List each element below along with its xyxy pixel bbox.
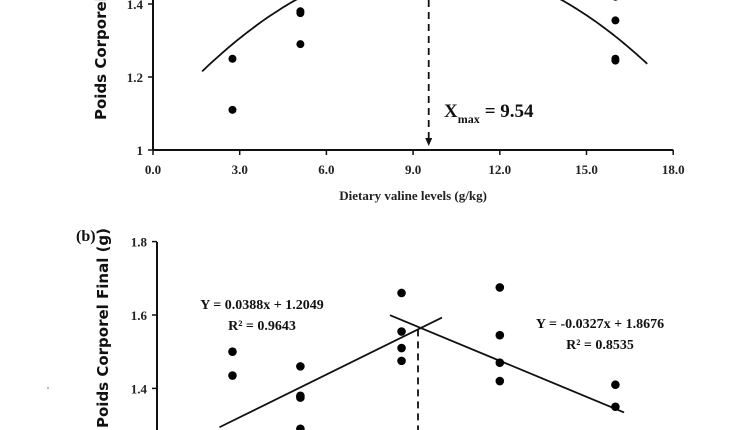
- data-point: [613, 0, 618, 1]
- fit-curve: [201, 0, 648, 73]
- y-tick-label: 1.4: [131, 381, 148, 396]
- regression-line: [389, 314, 625, 414]
- data-point: [228, 105, 237, 114]
- equation-right: Y = -0.0327x + 1.8676: [536, 317, 664, 332]
- stray-mark: [47, 387, 49, 389]
- data-point: [611, 402, 620, 412]
- x-tick-label: 18.0: [662, 162, 685, 177]
- data-point: [397, 327, 406, 336]
- data-point: [296, 40, 305, 49]
- x-tick-label: 6.0: [318, 162, 334, 177]
- r2-left: R² = 0.9643: [228, 319, 296, 334]
- data-point: [495, 376, 505, 386]
- panel-label-b: (b): [76, 228, 96, 245]
- data-point: [228, 371, 237, 380]
- xmax-annotation: Xmax = 9.54: [444, 101, 534, 126]
- y-tick-label: 1.6: [131, 308, 148, 323]
- x-tick-label: 12.0: [488, 162, 511, 177]
- data-point: [296, 393, 305, 402]
- data-point: [296, 9, 305, 18]
- data-point: [495, 283, 505, 292]
- r2-right: R² = 0.8535: [566, 338, 634, 353]
- y-tick-label: 1.8: [131, 235, 148, 250]
- data-point: [611, 380, 620, 390]
- data-point: [296, 424, 305, 430]
- y-axis-label: Poids Corporel Final (g): [94, 228, 112, 428]
- data-point: [495, 330, 505, 340]
- x-tick-label: 9.0: [405, 162, 421, 177]
- x-axis-label: Dietary valine levels (g/kg): [339, 188, 487, 203]
- data-point: [495, 358, 505, 368]
- data-point: [397, 343, 406, 353]
- regression-line: [219, 316, 443, 429]
- data-point: [228, 54, 237, 63]
- data-point: [397, 356, 406, 366]
- data-point: [611, 16, 620, 25]
- x-tick-label: 15.0: [575, 162, 598, 177]
- chart-a: 0.0 3.0 6.0 9.0 12.0 15.0 18.0 1 1.2 1.4 Dietary v…: [92, 0, 685, 203]
- x-tick-label: 0.0: [145, 162, 161, 177]
- y-tick-label: 1.4: [127, 0, 144, 12]
- y-axis-label: Poids Corporel Final (g): [92, 0, 110, 120]
- data-point: [228, 347, 237, 357]
- equation-left: Y = 0.0388x + 1.2049: [200, 298, 324, 313]
- data-point: [296, 362, 305, 371]
- x-tick-label: 3.0: [232, 162, 248, 177]
- data-point: [397, 288, 406, 298]
- chart-b: 1.8 1.6 1.4 Poids Corporel Final (g) Y = 0.0…: [47, 228, 664, 430]
- data-point: [611, 56, 620, 65]
- y-tick-label: 1: [137, 143, 144, 158]
- xmax-arrow: [425, 138, 433, 146]
- y-tick-label: 1.2: [127, 70, 143, 85]
